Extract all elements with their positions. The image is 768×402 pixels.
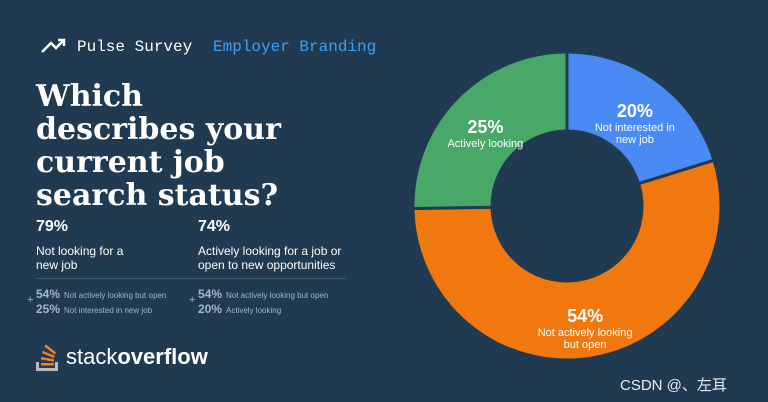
- donut-segment: [565, 50, 716, 186]
- logo: stackoverflow: [66, 344, 208, 370]
- value-label: 20%: [616, 100, 653, 121]
- logo-light: stack: [66, 344, 118, 369]
- plus: +: [27, 294, 34, 306]
- watermark: CSDN @、左耳: [620, 377, 727, 394]
- donut-segment: [411, 158, 723, 362]
- breakdown-label: Not actively looking but open: [226, 291, 329, 300]
- breakdown-value: 25%: [36, 302, 61, 316]
- breakdown: 20% Actively looking: [198, 302, 281, 316]
- breakdown-value: 54%: [198, 287, 223, 301]
- segment-label: 20% Not interested in new job: [587, 100, 682, 146]
- stat-value: 79%: [36, 218, 69, 235]
- stat-value: 74%: [198, 218, 231, 235]
- stat-label: Actively looking for a job or open to ne…: [198, 244, 342, 272]
- category-label: Not interested in new job: [594, 121, 675, 146]
- value-label: 25%: [467, 116, 504, 137]
- value-label: 54%: [567, 306, 604, 327]
- breakdown-label: Not interested in new job: [64, 306, 153, 315]
- title: Which describes your current job search …: [36, 79, 281, 213]
- stat-label: Not looking for a new job: [36, 244, 124, 272]
- breakdown-value: 54%: [36, 287, 61, 301]
- survey-topic: Employer Branding: [213, 38, 377, 56]
- breakdown-label: Not actively looking but open: [64, 291, 167, 300]
- segment-label: 25% Actively looking: [438, 115, 533, 149]
- category-label: Actively looking: [447, 137, 524, 150]
- plus: +: [189, 294, 196, 306]
- logo-bold: overflow: [117, 344, 208, 369]
- breakdown: 54% Not actively looking but open: [198, 287, 328, 301]
- breakdown: 54% Not actively looking but open: [36, 287, 166, 301]
- stat: 79% Not looking for a new job: [36, 218, 136, 272]
- divider: [36, 278, 346, 279]
- breakdown-label: Actively looking: [226, 306, 282, 315]
- breakdown: 25% Not interested in new job: [36, 302, 152, 316]
- donut-segment: [411, 50, 569, 210]
- survey-label: Pulse Survey: [77, 38, 193, 56]
- category-label: Not actively looking but open: [537, 327, 633, 352]
- breakdown-value: 20%: [198, 302, 223, 316]
- trend-icon: [41, 38, 66, 53]
- segment-label: 54% Not actively looking but open: [530, 305, 640, 351]
- logo-icon: [36, 344, 58, 371]
- stat: 74% Actively looking for a job or open t…: [198, 218, 343, 272]
